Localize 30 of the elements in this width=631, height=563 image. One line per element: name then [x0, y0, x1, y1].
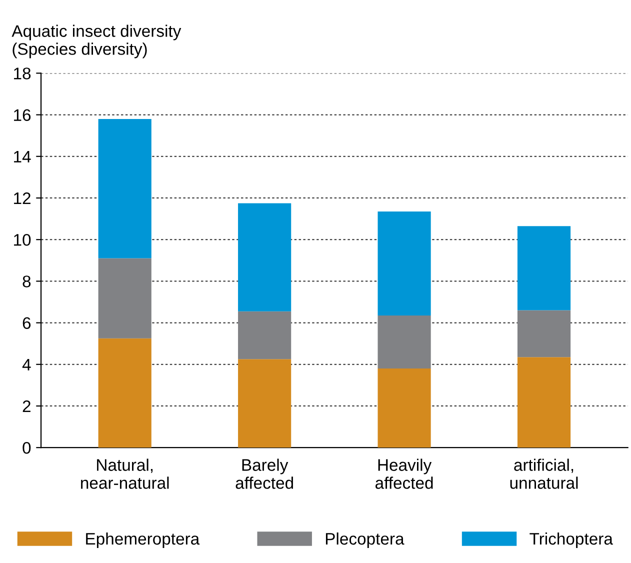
y-tick-label: 18	[14, 68, 31, 80]
bar	[98, 338, 152, 448]
bar	[98, 258, 152, 338]
y-tick-label: 0	[22, 442, 31, 454]
bar	[517, 310, 571, 358]
y-tick-label: 16	[14, 109, 31, 121]
x-tick-label: Barely affected	[236, 458, 294, 489]
legend-label: Plecoptera	[326, 532, 404, 548]
legend-label: Trichoptera	[530, 532, 613, 548]
x-tick-label: Heavily affected	[375, 458, 433, 489]
y-tick-label: 10	[14, 234, 31, 246]
y-tick-label: 4	[22, 358, 31, 370]
bar	[238, 203, 292, 312]
y-tick-label: 6	[22, 317, 31, 329]
bar	[517, 357, 571, 448]
bar	[378, 212, 431, 316]
x-tick-label: Natural, near-natural	[81, 458, 169, 489]
legend-label: Ephemeroptera	[86, 532, 200, 548]
y-tick-label: 12	[14, 192, 30, 204]
x-tick-label: artificial, unnatural	[510, 458, 578, 489]
bar	[517, 226, 571, 310]
y-tick-label: 2	[22, 400, 30, 412]
y-tick-label: 14	[14, 150, 31, 162]
bar	[378, 368, 431, 448]
bar	[378, 316, 431, 369]
bar	[238, 311, 292, 360]
bar	[238, 359, 292, 448]
bar	[98, 118, 152, 258]
y-tick-label: 8	[22, 276, 31, 288]
y-axis-title: Aquatic insect diversity (Species diversity)	[12, 24, 182, 58]
